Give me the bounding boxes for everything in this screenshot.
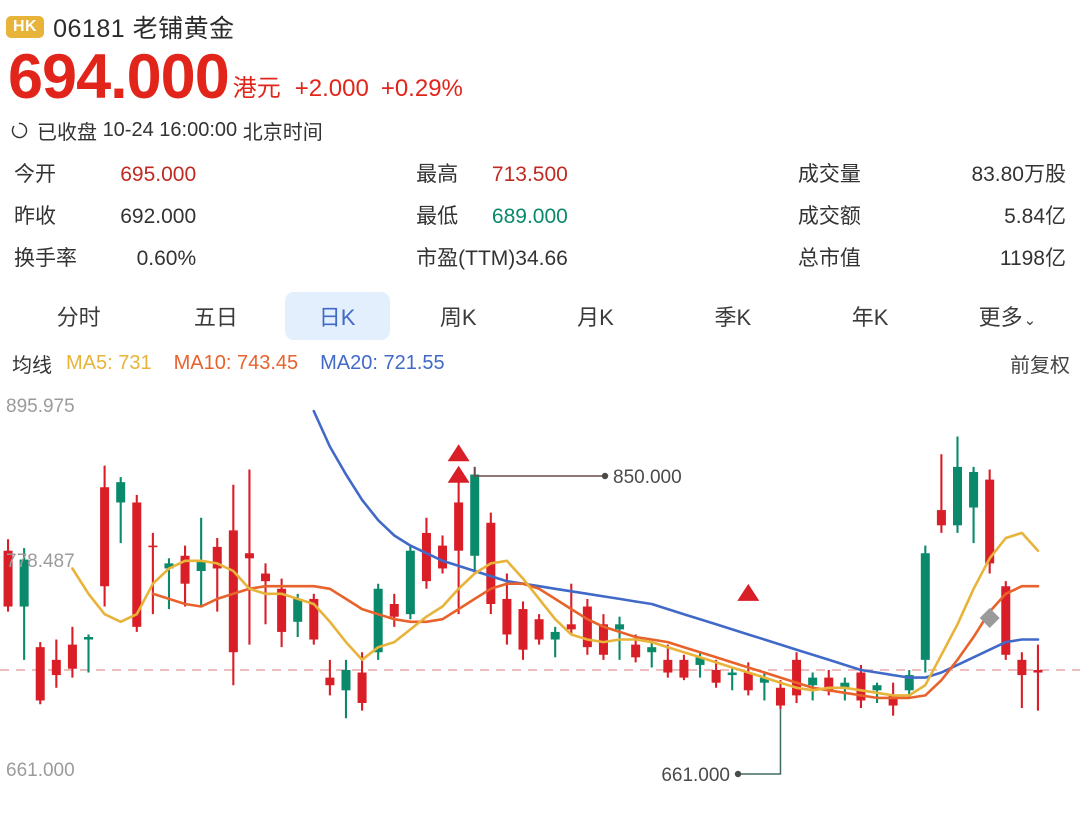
candlestick-chart-svg[interactable]: 895.975 778.487 661.000 850.000 661.000 [0, 388, 1080, 788]
tab-five-day[interactable]: 五日 [193, 305, 238, 330]
tab-weekly-k[interactable]: 周K [439, 305, 477, 330]
stat-item: 今开 695.000 [14, 158, 356, 188]
chevron-down-icon: ⌄ [1023, 312, 1037, 329]
quote-time: 16:00:00 [159, 118, 238, 141]
y-axis-label-bottom: 661.000 [6, 760, 75, 781]
stock-title-row: HK 06181 老铺黄金 [0, 0, 1080, 44]
period-tabs: 分时 五日 日K 周K 月K 季K 年K 更多⌄ [0, 292, 1080, 340]
price-row: 694.000 港元 +2.000 +0.29% [0, 42, 1080, 113]
market-status-row: 已收盘 10-24 16:00:00 北京时间 [0, 108, 1080, 144]
refresh-icon[interactable] [10, 121, 29, 140]
y-axis-label-top: 895.975 [6, 396, 75, 417]
tab-minute[interactable]: 分时 [56, 305, 101, 330]
ma10-legend[interactable]: MA10: 743.45 [173, 351, 299, 374]
stat-label: 总市值 [797, 247, 861, 270]
stat-value: 0.60% [136, 247, 197, 270]
stat-value: 713.500 [491, 163, 568, 186]
tab-daily-k[interactable]: 日K [284, 292, 390, 340]
high-annotation: 850.000 [613, 467, 682, 488]
stat-value: 1198亿 [999, 247, 1066, 270]
ma-legend-title: 均线 [12, 354, 52, 377]
stock-symbol-name: 06181 老铺黄金 [53, 15, 235, 43]
stat-label: 成交额 [797, 205, 861, 228]
stat-label: 成交量 [797, 163, 861, 186]
stats-grid: 今开 695.000 最高 713.500 成交量 83.80万股 昨收 692… [0, 158, 1080, 272]
stat-item: 最高 713.500 [356, 158, 728, 188]
price-adjust-toggle[interactable]: 前复权 [1010, 354, 1070, 377]
price-change-percent: +0.29% [380, 75, 463, 102]
quote-date: 10-24 [102, 118, 154, 141]
stat-label: 最高 [416, 163, 459, 186]
stat-item: 昨收 692.000 [14, 200, 356, 230]
stat-value: 695.000 [120, 163, 197, 186]
price-change: +2.000 [294, 75, 369, 102]
stat-value: 34.66 [515, 247, 568, 270]
quote-timezone: 北京时间 [242, 121, 323, 144]
stat-value: 692.000 [120, 205, 197, 228]
stat-value: 83.80万股 [971, 163, 1066, 186]
stat-label: 昨收 [14, 205, 56, 228]
ma20-legend[interactable]: MA20: 721.55 [320, 351, 445, 374]
ma5-legend[interactable]: MA5: 731 [66, 351, 152, 374]
stat-item: 成交额 5.84亿 [728, 200, 1070, 230]
stat-item: 市盈(TTM) 34.66 [356, 242, 728, 272]
market-status: 已收盘 [37, 121, 97, 144]
candlestick-chart[interactable]: 895.975 778.487 661.000 850.000 661.000 [0, 388, 1080, 788]
tab-more[interactable]: 更多⌄ [939, 292, 1076, 340]
low-annotation: 661.000 [661, 765, 730, 786]
stat-value: 5.84亿 [1004, 205, 1066, 228]
last-price: 694.000 [8, 42, 230, 113]
stat-item: 成交量 83.80万股 [728, 158, 1070, 188]
tab-more-label: 更多 [978, 305, 1023, 330]
tab-quarterly-k[interactable]: 季K [714, 305, 752, 330]
stat-label: 今开 [14, 163, 56, 186]
stat-label: 换手率 [14, 247, 77, 270]
currency-label: 港元 [232, 75, 281, 102]
stat-item: 总市值 1198亿 [728, 242, 1070, 272]
stat-item: 最低 689.000 [356, 200, 728, 230]
y-axis-label-mid: 778.487 [6, 551, 75, 572]
stat-label: 最低 [416, 205, 459, 228]
stat-value: 689.000 [491, 205, 568, 228]
ma-legend: 均线 MA5: 731 MA10: 743.45 MA20: 721.55 前复… [0, 340, 1080, 380]
tab-yearly-k[interactable]: 年K [851, 305, 889, 330]
market-badge: HK [6, 15, 45, 39]
tab-monthly-k[interactable]: 月K [577, 305, 614, 330]
stat-label: 市盈(TTM) [416, 247, 516, 270]
stat-item: 换手率 0.60% [14, 242, 356, 272]
